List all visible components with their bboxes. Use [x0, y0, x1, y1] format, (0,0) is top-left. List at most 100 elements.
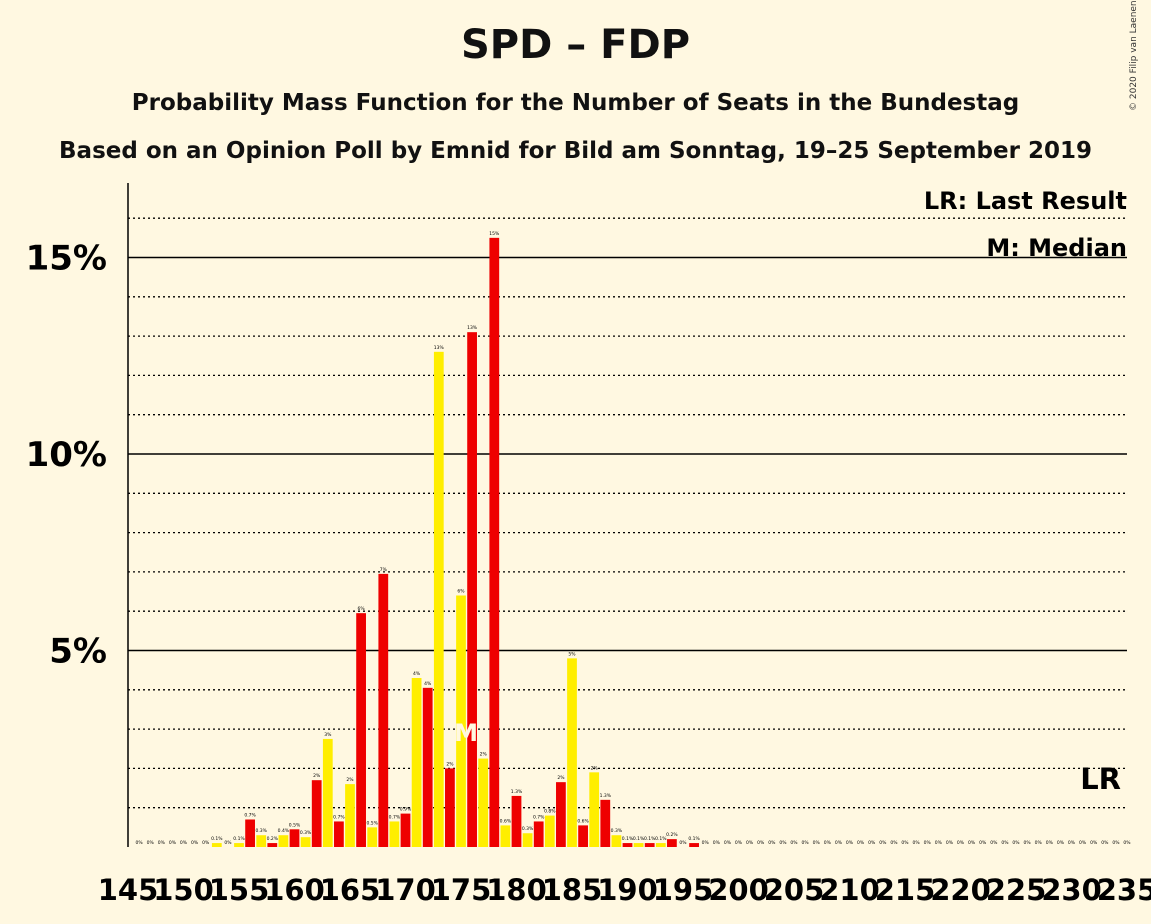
bar-value-label: 0.9% [400, 807, 412, 813]
bar [211, 843, 222, 847]
bar [567, 658, 577, 847]
bar-value-label: 0.1% [211, 836, 223, 842]
bar-value-label: 0.1% [633, 836, 645, 842]
bar [300, 837, 311, 847]
bar-value-label: 0% [1101, 840, 1109, 846]
bar-value-label: 15% [489, 231, 500, 237]
bar [589, 772, 600, 847]
bar-value-label: 0.1% [622, 836, 634, 842]
x-tick-label: 225 [986, 873, 1047, 907]
bar-value-label: 0.6% [577, 818, 589, 824]
bar-value-label: 0% [1057, 840, 1065, 846]
bar [467, 332, 477, 847]
bar-value-label: 0% [169, 840, 177, 846]
bar-value-label: 0% [813, 840, 821, 846]
y-tick-label: 15% [26, 239, 107, 279]
x-tick-label: 215 [875, 873, 936, 907]
bar [556, 782, 566, 847]
bar-value-label: 4% [413, 671, 421, 677]
bar-value-label: 0% [1012, 840, 1020, 846]
bar-value-label: 0% [979, 840, 987, 846]
bar [622, 843, 633, 847]
bar [334, 821, 344, 847]
bar-value-label: 0% [679, 840, 687, 846]
x-tick-label: 235 [1097, 873, 1151, 907]
bar [667, 839, 677, 847]
legend-last-result: LR: Last Result [924, 187, 1127, 215]
bar-value-label: 0% [868, 840, 876, 846]
bar [522, 833, 533, 847]
bar-value-label: 0% [1123, 840, 1131, 846]
bar [278, 835, 289, 847]
bar-value-label: 4% [424, 681, 432, 687]
bar-value-label: 0% [957, 840, 965, 846]
chart-subtitle: Probability Mass Function for the Number… [131, 90, 1020, 116]
last-result-marker: LR [1080, 762, 1121, 796]
bar-value-label: 0% [136, 840, 144, 846]
bar [456, 595, 466, 847]
bar [433, 351, 444, 847]
bar [289, 829, 300, 847]
bar-value-label: 7% [380, 567, 388, 573]
bar-value-label: 0% [202, 840, 210, 846]
x-tick-label: 190 [597, 873, 658, 907]
bar [478, 758, 489, 847]
median-marker: M [454, 719, 478, 747]
bar-value-label: 13% [434, 345, 445, 351]
bar [234, 843, 244, 847]
bar [256, 835, 267, 847]
bar-value-label: 0% [1024, 840, 1032, 846]
bar [511, 795, 522, 847]
bar-value-label: 0.3% [255, 828, 267, 834]
bar-value-label: 0% [835, 840, 843, 846]
bar [378, 573, 389, 847]
bar-value-label: 0% [924, 840, 932, 846]
bar-value-label: 0% [746, 840, 754, 846]
bar-value-label: 0% [1090, 840, 1098, 846]
bar [489, 237, 500, 848]
bar-value-label: 0.5% [289, 822, 301, 828]
bar [356, 613, 366, 847]
bar [600, 799, 611, 847]
bar-value-label: 6% [457, 588, 465, 594]
bar-value-label: 0.8% [544, 809, 556, 815]
bar [422, 687, 433, 847]
x-tick-label: 230 [1041, 873, 1102, 907]
bar-value-label: 0% [935, 840, 943, 846]
bar-value-label: 0% [180, 840, 188, 846]
bar-value-label: 0.7% [533, 814, 545, 820]
bar-value-label: 0% [779, 840, 787, 846]
bar-value-label: 0% [968, 840, 976, 846]
bar-value-label: 2% [346, 777, 354, 783]
bar [445, 768, 455, 847]
bar-value-label: 0% [1112, 840, 1120, 846]
bar-value-label: 0% [191, 840, 199, 846]
bar-value-label: 0% [1079, 840, 1087, 846]
x-tick-label: 150 [153, 873, 214, 907]
bar-value-label: 13% [467, 325, 478, 331]
y-tick-label: 10% [26, 435, 107, 475]
bar [689, 843, 699, 847]
x-tick-label: 170 [375, 873, 436, 907]
bar-value-label: 0.4% [278, 828, 290, 834]
x-tick-label: 165 [320, 873, 381, 907]
bar-value-label: 0.2% [666, 832, 678, 838]
bar-value-label: 0% [901, 840, 909, 846]
bar-value-label: 0% [846, 840, 854, 846]
x-tick-label: 145 [98, 873, 159, 907]
bar-value-label: 0.7% [389, 814, 401, 820]
bar-value-label: 0.1% [233, 836, 245, 842]
y-tick-label: 5% [49, 632, 107, 672]
bar-value-label: 0.7% [333, 814, 345, 820]
bar-value-label: 0% [735, 840, 743, 846]
bar-value-label: 0% [702, 840, 710, 846]
bar-value-label: 0% [1068, 840, 1076, 846]
bar-value-label: 0% [946, 840, 954, 846]
bar-value-label: 0% [790, 840, 798, 846]
bar-value-label: 0.6% [500, 818, 512, 824]
bar-value-label: 2% [480, 752, 488, 758]
x-tick-label: 160 [264, 873, 325, 907]
bar [633, 843, 644, 847]
bar-value-label: 0.1% [644, 836, 656, 842]
bar-value-label: 0% [879, 840, 887, 846]
